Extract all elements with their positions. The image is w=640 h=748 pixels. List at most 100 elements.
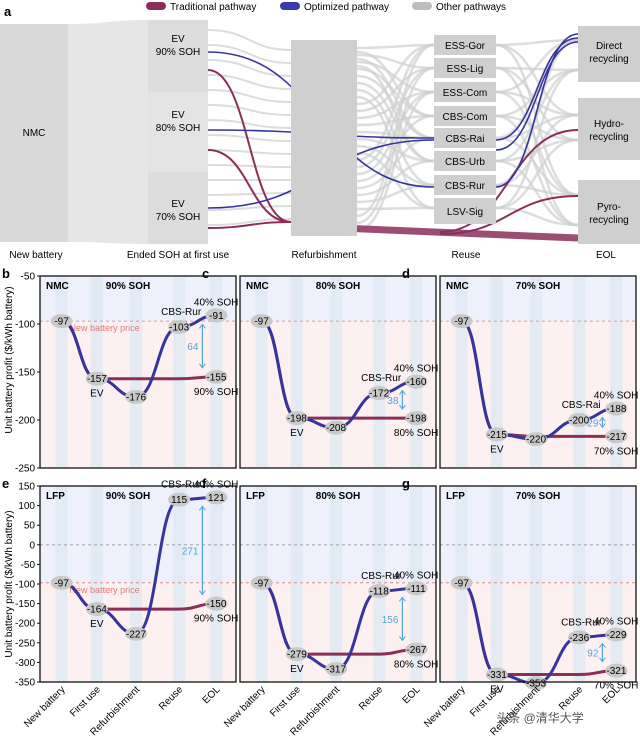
reuse-nodes: ESS-Gor ESS-Lig ESS-Com CBS-Com CBS-Rai CBS-U… [434, 35, 496, 224]
route-label: CBS-Rur [561, 617, 602, 628]
soh-top-label: 40% SOH [194, 479, 238, 490]
gap-arrow-head [399, 596, 406, 602]
soh-bottom-label: 90% SOH [194, 614, 238, 625]
data-label: -97 [254, 317, 269, 328]
gap-value: 92 [587, 649, 599, 660]
flow-other [356, 66, 435, 113]
flow-other [495, 43, 579, 197]
soh-top-label: 40% SOH [194, 297, 238, 308]
y-tick-label: 150 [18, 482, 35, 493]
data-label: -97 [54, 317, 69, 328]
node-nmc-label: NMC [23, 128, 46, 139]
data-label: -321 [606, 666, 626, 677]
y-tick-label: -50 [21, 560, 36, 571]
flow-other [356, 206, 435, 211]
data-label: -97 [454, 317, 469, 328]
data-point [568, 413, 591, 427]
flow-other [356, 43, 435, 162]
data-point [405, 581, 428, 596]
reuse-node [434, 128, 496, 148]
flow-other [495, 138, 579, 163]
y-tick-label: -200 [15, 619, 35, 630]
stage-band [130, 276, 143, 468]
flow-optimized [495, 37, 579, 141]
data-label: -208 [326, 423, 346, 434]
stage-band [55, 276, 68, 468]
legend-traditional: Traditional pathway [170, 2, 256, 13]
flow-other [356, 66, 435, 169]
stage-ended-soh: Ended SOH at first use [127, 250, 230, 261]
soh-bottom-label: 80% SOH [394, 659, 438, 670]
data-point [285, 647, 308, 662]
panel-e: New battery price-97 -164 -227 115 121 -150 27… [2, 476, 238, 738]
data-point [205, 369, 228, 384]
stage-band [330, 486, 343, 682]
node-hydro-recycling [578, 98, 640, 160]
reuse-node [434, 35, 496, 55]
reuse-node-label: ESS-Gor [445, 41, 486, 52]
flow-other [495, 68, 579, 210]
panel-chem: NMC [46, 281, 69, 292]
data-point [605, 429, 628, 444]
line-panels: New battery price-97-157-176-103-91-1556… [2, 266, 638, 738]
new-battery-price-label: New battery price [70, 585, 140, 595]
data-label: -164 [87, 605, 107, 616]
node-ev-80-line1: EV [171, 110, 185, 121]
flow-other [207, 104, 292, 116]
panel-label: c [202, 266, 209, 281]
data-label: -198 [406, 414, 426, 425]
y-tick-label: 50 [24, 521, 36, 532]
panel-soh: 90% SOH [106, 281, 150, 292]
stage-band [530, 276, 543, 468]
data-point [485, 427, 508, 442]
flow-optimized [495, 33, 579, 188]
data-point [450, 575, 473, 590]
soh-top-label: 40% SOH [394, 364, 438, 375]
data-label: -111 [407, 584, 426, 595]
panel-chem: NMC [246, 281, 269, 292]
stage-band [330, 276, 343, 468]
stage-reuse: Reuse [452, 250, 481, 261]
reuse-node [434, 58, 496, 78]
data-point [368, 386, 391, 401]
flow-traditional [207, 149, 292, 223]
x-tick-label: New battery [422, 684, 468, 730]
new-battery-price-label: New battery price [70, 323, 140, 333]
panel-soh: 70% SOH [516, 281, 560, 292]
y-tick-label: 100 [18, 501, 35, 512]
flow-other [356, 90, 435, 232]
x-tick-label: Reuse [357, 684, 386, 713]
stage-band [255, 276, 268, 468]
data-point [485, 667, 508, 682]
flow-optimized [495, 41, 579, 151]
flow-other [207, 89, 292, 103]
flow-other [356, 50, 435, 118]
x-tick-label: New battery [222, 684, 268, 730]
data-label: -172 [369, 389, 389, 400]
reuse-node-label: CBS-Urb [445, 157, 485, 168]
data-point [525, 432, 548, 447]
data-label: 121 [208, 493, 225, 504]
stage-band [290, 486, 303, 682]
data-point [568, 630, 591, 645]
panel-chem: LFP [46, 491, 65, 502]
ylabel-bottom: Unit battery profit ($/kWh battery) [4, 510, 15, 657]
reuse-node-label: LSV-Sig [447, 207, 483, 218]
sankey-legend: Traditional pathway Optimized pathway Ot… [146, 2, 506, 13]
gap-arrow-head [599, 423, 606, 429]
data-label: -97 [254, 578, 269, 589]
panel-frame [439, 485, 637, 683]
node-nmc [0, 24, 68, 242]
flow-other [356, 60, 435, 94]
flow-other [207, 74, 292, 90]
gap-arrow-head [599, 657, 606, 663]
data-point [85, 371, 108, 386]
data-point [285, 411, 308, 426]
legend-swatch-other [412, 2, 432, 10]
stage-band [173, 276, 186, 468]
x-tick-label: Reuse [157, 684, 186, 713]
ev-label: EV [490, 685, 504, 696]
node-hydro-line1: Hydro- [594, 119, 624, 130]
gap-arrow-head [399, 404, 406, 410]
